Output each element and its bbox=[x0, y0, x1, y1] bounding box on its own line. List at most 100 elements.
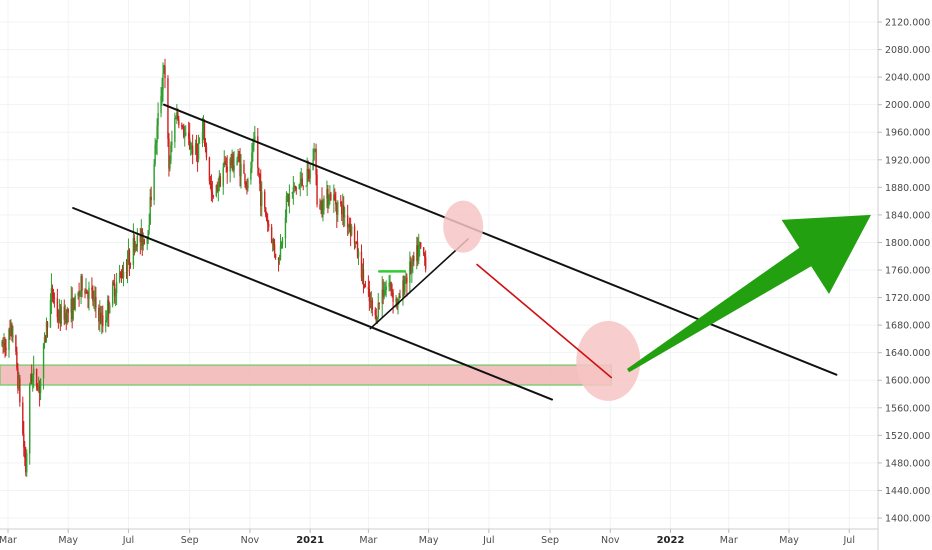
candle-body bbox=[194, 143, 197, 155]
bullish-arrow[interactable] bbox=[627, 214, 871, 373]
candle-body bbox=[174, 117, 176, 143]
candle-body bbox=[71, 298, 73, 320]
time-tick-label: May bbox=[779, 535, 799, 546]
candle-body bbox=[59, 310, 62, 325]
candle-body bbox=[125, 271, 128, 273]
candle-body bbox=[208, 157, 211, 182]
candle-body bbox=[224, 161, 226, 165]
candle-body bbox=[73, 298, 75, 310]
price-tick-label: 1960.000 bbox=[885, 128, 930, 139]
candle-body bbox=[1, 341, 3, 346]
candle-body bbox=[354, 241, 357, 244]
candle-body bbox=[35, 368, 38, 388]
channel-upper-trendline[interactable] bbox=[163, 103, 838, 376]
price-tick-label: 1840.000 bbox=[885, 210, 930, 221]
candle-body bbox=[95, 296, 97, 308]
candle-body bbox=[222, 167, 224, 187]
candle-body bbox=[177, 112, 179, 120]
candle-body bbox=[254, 136, 256, 140]
candle-body bbox=[402, 280, 404, 299]
price-tick-label: 1800.000 bbox=[885, 238, 930, 249]
candle-body bbox=[64, 313, 66, 320]
candle-body bbox=[178, 119, 180, 126]
candle-body bbox=[327, 188, 329, 206]
candle-body bbox=[18, 378, 20, 389]
candle-body bbox=[52, 292, 55, 298]
candle-body bbox=[237, 153, 239, 161]
candle-body bbox=[162, 73, 164, 91]
time-tick-label: Sep bbox=[181, 535, 199, 546]
candle-body bbox=[391, 291, 393, 293]
candle-body bbox=[247, 179, 249, 189]
candle-body bbox=[112, 282, 115, 284]
candle-body bbox=[333, 194, 335, 201]
candle-body bbox=[337, 201, 339, 215]
candle-body bbox=[225, 164, 227, 167]
candle-body bbox=[409, 261, 411, 283]
price-axis[interactable]: 1400.000 1440.000 1480.000 1520.000 1560.000… bbox=[878, 18, 930, 525]
candle-body bbox=[347, 224, 350, 228]
candle-body bbox=[58, 310, 61, 321]
candle-body bbox=[307, 168, 309, 172]
candle-body bbox=[141, 228, 143, 246]
candle-body bbox=[121, 277, 124, 279]
candle-body bbox=[383, 294, 385, 297]
candle-body bbox=[187, 132, 190, 139]
candle-body bbox=[322, 210, 324, 214]
candle-body bbox=[423, 254, 426, 258]
candle-body bbox=[65, 313, 67, 323]
candle-body bbox=[300, 178, 302, 183]
candle-body bbox=[301, 178, 303, 186]
candle-body bbox=[346, 215, 349, 228]
candle-body bbox=[286, 195, 289, 197]
candle-body bbox=[316, 174, 318, 205]
candle-body bbox=[305, 185, 307, 187]
candle-body bbox=[399, 296, 401, 299]
candle-body bbox=[111, 282, 114, 305]
target-circle-upper[interactable] bbox=[443, 200, 484, 253]
time-axis[interactable]: Mar May Jul Sep Nov 2021 Mar May Jul Sep Nov 2022 Ma… bbox=[0, 529, 855, 546]
candle-body bbox=[147, 230, 149, 238]
candle-body bbox=[314, 148, 316, 150]
candle-body bbox=[188, 138, 191, 150]
candle-body bbox=[278, 259, 281, 261]
projection-line[interactable] bbox=[476, 263, 613, 379]
candle-body bbox=[39, 378, 42, 394]
candle-body bbox=[77, 293, 79, 296]
candle-body bbox=[93, 298, 95, 302]
candle-body bbox=[78, 293, 80, 295]
candle-body bbox=[205, 146, 208, 158]
candle-body bbox=[23, 433, 25, 448]
candle-body bbox=[203, 122, 206, 144]
candle-body bbox=[26, 453, 28, 473]
candle-body bbox=[335, 199, 337, 205]
candle-body bbox=[43, 336, 46, 344]
target-circle-lower[interactable] bbox=[576, 320, 641, 401]
support-trendline[interactable] bbox=[369, 238, 469, 330]
candle-body bbox=[309, 170, 311, 179]
candle-body bbox=[16, 351, 18, 369]
candle-body bbox=[157, 113, 159, 126]
candle-body bbox=[154, 144, 156, 164]
candle-body bbox=[149, 196, 151, 225]
price-tick-label: 1520.000 bbox=[885, 431, 930, 442]
price-tick-label: 1400.000 bbox=[885, 514, 930, 525]
channel-lower-trendline[interactable] bbox=[72, 207, 554, 401]
candle-body bbox=[25, 457, 27, 473]
candle-body bbox=[418, 247, 420, 261]
demand-zone-box[interactable] bbox=[0, 364, 612, 386]
candle-body bbox=[416, 245, 418, 261]
candle-body bbox=[270, 226, 273, 244]
candle-body bbox=[9, 329, 11, 332]
candle-body bbox=[245, 183, 247, 186]
candle-body bbox=[253, 139, 255, 146]
candle-body bbox=[98, 307, 100, 322]
candle-body bbox=[176, 112, 178, 118]
candle-body bbox=[91, 287, 93, 291]
candle-body bbox=[233, 165, 235, 171]
candle-body bbox=[30, 374, 33, 382]
candle-body bbox=[92, 290, 94, 302]
time-tick-label: Mar bbox=[359, 535, 377, 546]
candle-body bbox=[84, 290, 86, 294]
candle-body bbox=[80, 276, 82, 292]
